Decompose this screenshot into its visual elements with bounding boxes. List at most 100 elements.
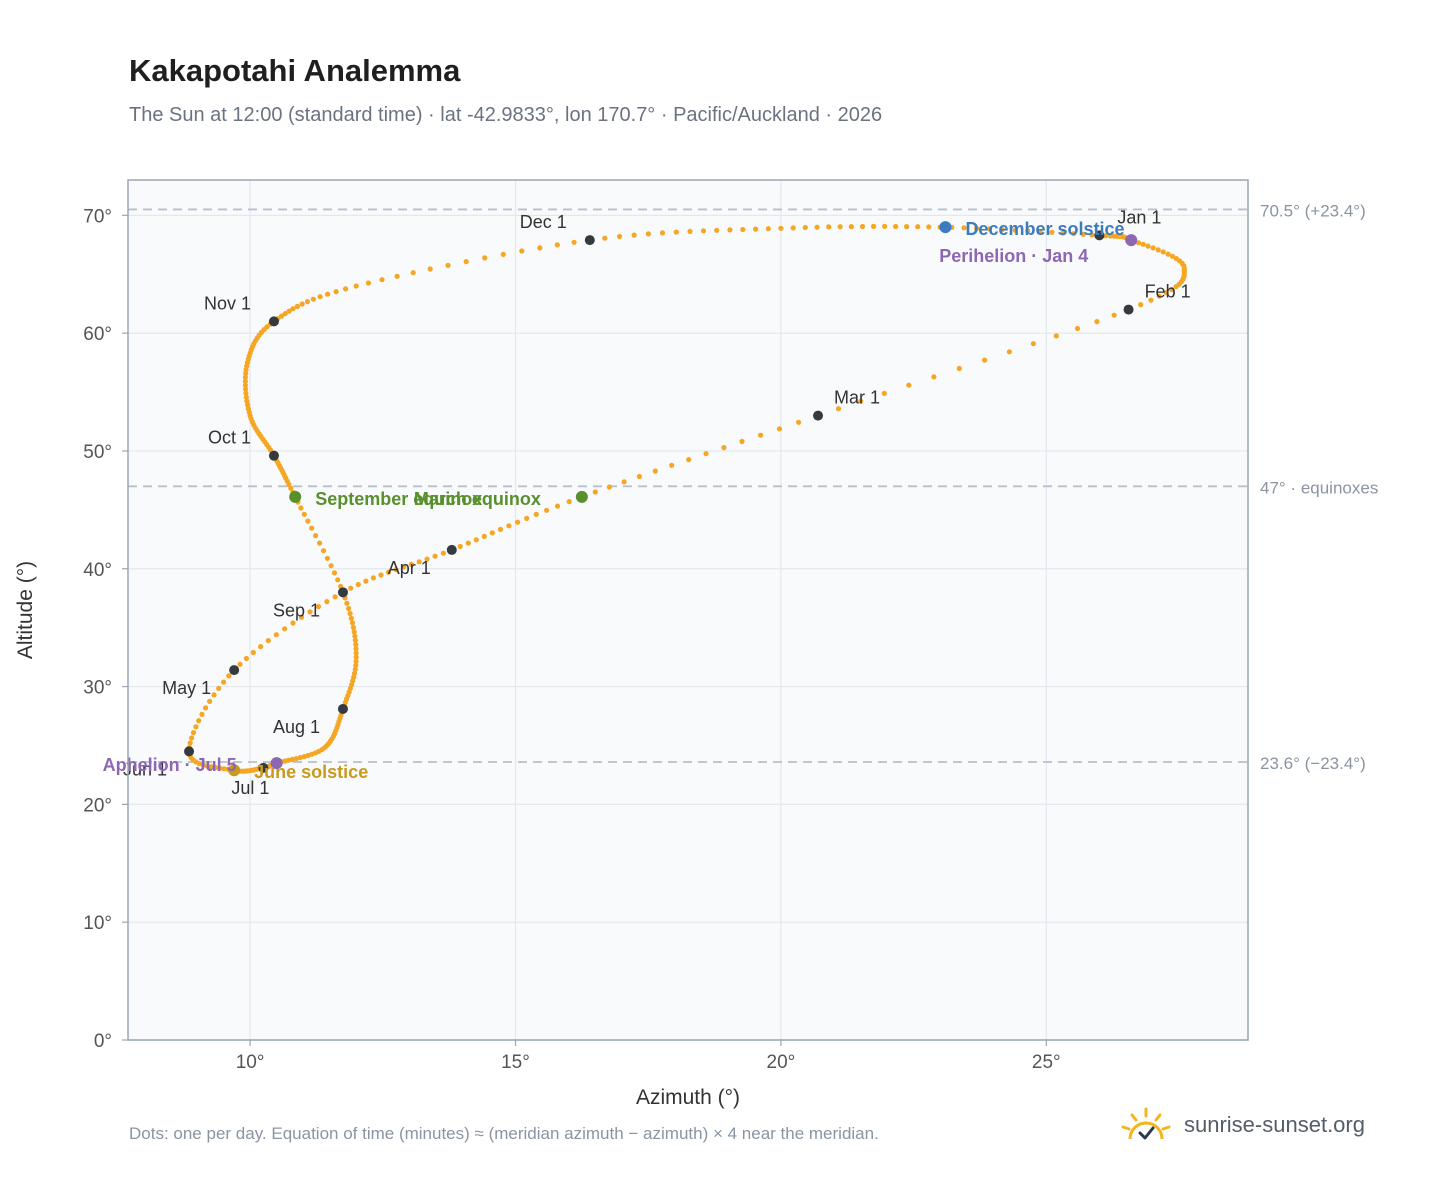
daily-sun-dot bbox=[871, 223, 877, 229]
daily-sun-dot bbox=[673, 229, 679, 235]
month-marker bbox=[268, 450, 279, 461]
x-tick-label: 10° bbox=[236, 1052, 265, 1073]
daily-sun-dot bbox=[837, 224, 843, 230]
daily-sun-dot bbox=[482, 255, 488, 261]
daily-sun-dot bbox=[758, 432, 764, 438]
month-label: Nov 1 bbox=[204, 293, 251, 313]
daily-sun-dot bbox=[802, 224, 808, 231]
brand-logo[interactable]: sunrise-sunset.org bbox=[1120, 1100, 1365, 1150]
month-marker bbox=[229, 665, 240, 676]
event-markers: December solstice Perihelion · Jan 4 March… bbox=[103, 219, 1138, 782]
event-marker bbox=[270, 757, 283, 770]
daily-sun-dot bbox=[424, 556, 430, 562]
reference-line-label: 23.6° (−23.4°) bbox=[1260, 754, 1366, 773]
daily-sun-dot bbox=[554, 242, 560, 248]
daily-sun-dot bbox=[293, 756, 299, 762]
daily-sun-dot bbox=[301, 754, 307, 760]
reference-line-label: 70.5° (+23.4°) bbox=[1260, 201, 1366, 220]
daily-sun-dot bbox=[363, 578, 369, 584]
daily-sun-dot bbox=[790, 225, 796, 231]
month-marker bbox=[268, 316, 279, 327]
daily-sun-dot bbox=[385, 569, 392, 575]
daily-sun-dot bbox=[320, 548, 327, 554]
daily-sun-dot bbox=[200, 762, 206, 768]
daily-sun-dot bbox=[394, 273, 400, 279]
month-marker bbox=[1094, 230, 1105, 241]
daily-sun-dot bbox=[1163, 290, 1169, 296]
month-label: Oct 1 bbox=[208, 428, 251, 448]
daily-sun-dot bbox=[858, 398, 864, 404]
daily-sun-dot bbox=[571, 239, 577, 245]
daily-sun-dot bbox=[1053, 333, 1059, 339]
daily-sun-dot bbox=[328, 563, 334, 569]
daily-sun-dot bbox=[309, 525, 315, 531]
daily-sun-dot bbox=[333, 289, 339, 295]
daily-sun-dot bbox=[1155, 247, 1161, 253]
event-label: September equinox bbox=[315, 489, 482, 509]
footnote: Dots: one per day. Equation of time (min… bbox=[129, 1124, 879, 1143]
daily-sun-dot bbox=[1080, 231, 1086, 237]
daily-sun-dot bbox=[237, 661, 243, 667]
daily-sun-dot bbox=[416, 559, 422, 565]
x-tick-label: 15° bbox=[501, 1052, 530, 1073]
daily-sun-dot bbox=[904, 224, 910, 230]
event-label: December solstice bbox=[965, 219, 1124, 239]
daily-sun-dot bbox=[324, 555, 330, 561]
daily-sun-dot bbox=[347, 610, 353, 617]
daily-sun-dot bbox=[915, 224, 921, 230]
daily-sun-dot bbox=[636, 473, 643, 480]
daily-sun-dot bbox=[463, 259, 469, 265]
daily-sun-dot bbox=[1136, 240, 1142, 246]
month-label: Jul 1 bbox=[231, 778, 269, 798]
month-marker bbox=[184, 746, 195, 757]
daily-sun-dot bbox=[592, 489, 598, 495]
daily-sun-dot bbox=[659, 230, 666, 236]
brand-text: sunrise-sunset.org bbox=[1184, 1112, 1365, 1137]
daily-sun-dot bbox=[1165, 251, 1171, 257]
event-label: Perihelion · Jan 4 bbox=[939, 246, 1088, 266]
daily-sun-dot bbox=[906, 382, 912, 388]
daily-sun-dot bbox=[217, 765, 223, 771]
daily-sun-dot bbox=[282, 311, 288, 317]
month-label: Aug 1 bbox=[273, 717, 320, 737]
daily-sun-dot bbox=[1138, 302, 1144, 308]
daily-sun-dot bbox=[350, 624, 356, 631]
daily-sun-dot bbox=[273, 632, 279, 638]
daily-sun-dot bbox=[669, 462, 675, 468]
daily-sun-dot bbox=[1030, 341, 1036, 347]
daily-sun-dot bbox=[242, 378, 248, 384]
daily-sun-dot bbox=[203, 705, 209, 711]
daily-sun-dot bbox=[515, 519, 521, 525]
daily-sun-dot bbox=[1160, 249, 1166, 255]
daily-sun-dot bbox=[687, 228, 693, 234]
daily-sun-dot bbox=[353, 650, 359, 656]
daily-sun-dot bbox=[243, 390, 249, 396]
daily-sun-dot bbox=[242, 374, 248, 380]
plot-frame bbox=[127, 179, 1249, 1041]
daily-sun-dot bbox=[242, 382, 248, 388]
daily-sun-dot bbox=[351, 670, 358, 676]
event-marker bbox=[939, 221, 952, 234]
daily-sun-dot bbox=[294, 303, 300, 309]
daily-sun-dot bbox=[353, 283, 359, 289]
month-label: May 1 bbox=[162, 678, 211, 698]
event-label: March equinox bbox=[414, 489, 541, 509]
daily-sun-dot bbox=[353, 662, 359, 668]
chart-title: Kakapotahi Analemma bbox=[129, 53, 461, 88]
daily-sun-dot bbox=[652, 468, 658, 474]
daily-sun-dot bbox=[211, 692, 217, 698]
daily-sun-dot bbox=[353, 654, 359, 660]
daily-sun-dot bbox=[216, 685, 222, 692]
daily-sun-dot bbox=[1074, 325, 1081, 332]
daily-sun-dot bbox=[1156, 293, 1162, 299]
daily-sun-dot bbox=[1089, 232, 1095, 238]
daily-sun-dot bbox=[190, 730, 197, 736]
daily-sun-dot bbox=[212, 765, 219, 771]
daily-sun-dot bbox=[473, 537, 479, 543]
daily-sun-dot bbox=[226, 673, 232, 679]
daily-sun-dot bbox=[721, 445, 727, 451]
daily-sun-dot bbox=[986, 226, 992, 232]
daily-sun-dot bbox=[352, 633, 358, 639]
month-marker bbox=[1123, 304, 1134, 315]
y-tick-label: 30° bbox=[83, 678, 112, 699]
